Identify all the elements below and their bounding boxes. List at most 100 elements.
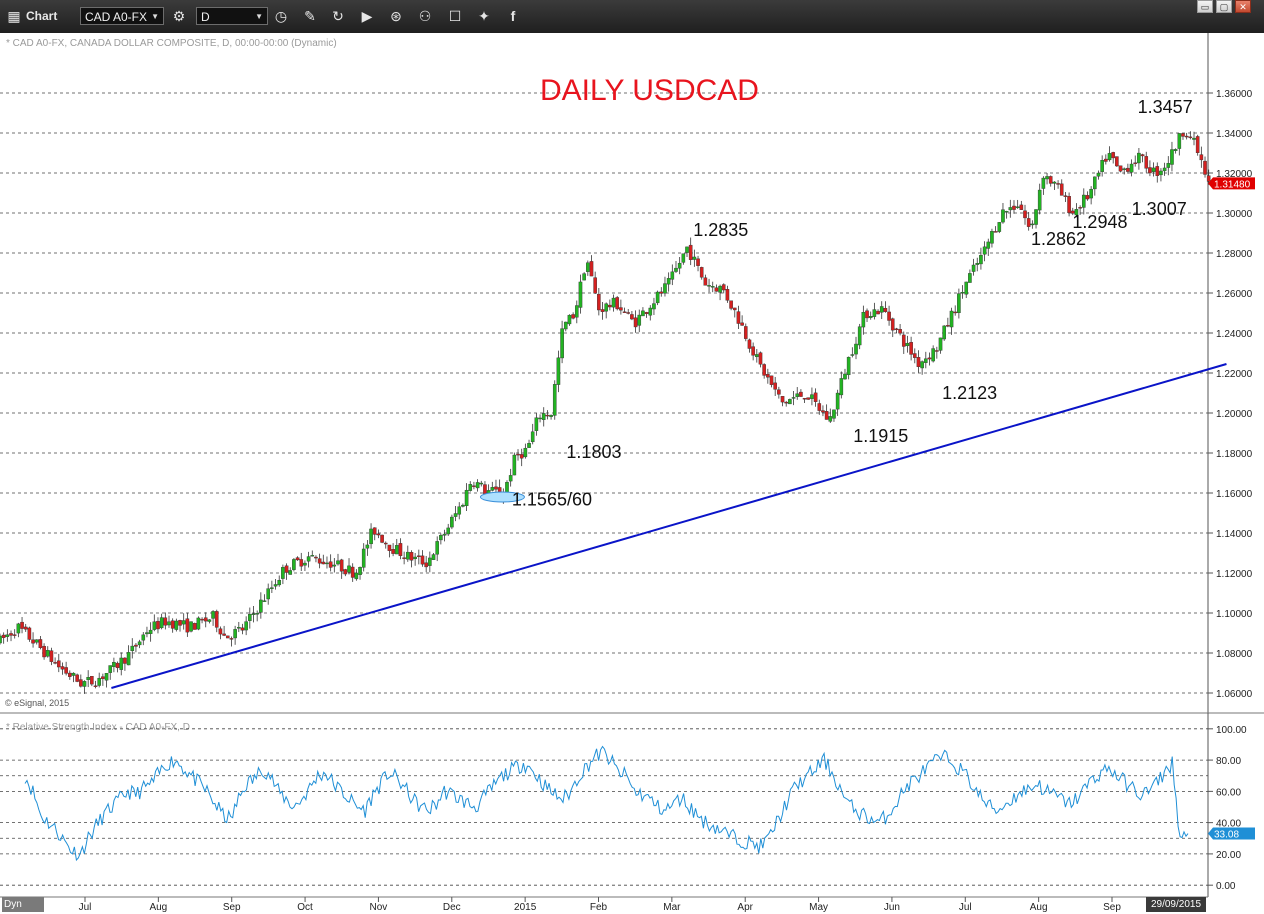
candle-up bbox=[560, 328, 564, 359]
candle-up bbox=[586, 262, 590, 272]
candle-up bbox=[810, 394, 814, 399]
x-tick-label: Jul bbox=[959, 902, 972, 913]
minimize-button[interactable]: ▭ bbox=[1197, 0, 1213, 13]
candle-down bbox=[714, 287, 719, 292]
chart-icon[interactable]: ▦ bbox=[7, 8, 21, 24]
candle-down bbox=[218, 628, 223, 635]
candle-down bbox=[93, 685, 98, 688]
twitter-icon[interactable]: ✦ bbox=[478, 8, 490, 24]
x-tick-label: 2015 bbox=[514, 902, 537, 913]
candle-down bbox=[328, 561, 333, 568]
candle-up bbox=[971, 264, 976, 272]
price-axis: 1.36000 1.34000 1.32000 1.30000 1.28000 1.260… bbox=[1208, 89, 1253, 700]
candle-up bbox=[82, 681, 87, 687]
candle-down bbox=[1144, 156, 1149, 169]
candle-up bbox=[237, 627, 241, 629]
candle-down bbox=[380, 534, 384, 543]
price-tick-label: 1.06000 bbox=[1216, 689, 1253, 700]
alert-icon[interactable]: ⊛ bbox=[390, 8, 402, 24]
candle-up bbox=[435, 541, 439, 555]
candle-up bbox=[233, 629, 237, 639]
candle-up bbox=[130, 645, 135, 652]
candle-up bbox=[997, 222, 1002, 232]
candle-up bbox=[681, 253, 686, 263]
candle-down bbox=[60, 666, 65, 670]
candle-down bbox=[1, 634, 6, 638]
candle-up bbox=[453, 513, 458, 517]
candle-up bbox=[413, 556, 417, 560]
clock-icon[interactable]: ◷ bbox=[274, 8, 288, 24]
candle-up bbox=[964, 281, 969, 295]
dyn-label[interactable]: Dyn bbox=[2, 897, 44, 912]
candle-up bbox=[34, 639, 39, 643]
candle-down bbox=[758, 352, 763, 365]
candle-down bbox=[1067, 196, 1071, 214]
price-tick-label: 1.32000 bbox=[1216, 169, 1253, 180]
candle-up bbox=[303, 562, 307, 566]
candle-up bbox=[1107, 153, 1112, 161]
candle-down bbox=[519, 454, 524, 459]
candle-down bbox=[49, 650, 54, 662]
link-icon[interactable]: ⚇ bbox=[418, 8, 432, 24]
candle-up bbox=[1137, 152, 1141, 164]
candle-up bbox=[332, 564, 337, 567]
candle-up bbox=[975, 263, 980, 265]
candle-down bbox=[383, 542, 388, 545]
candle-down bbox=[600, 309, 605, 312]
candle-down bbox=[483, 484, 487, 495]
candle-down bbox=[372, 527, 377, 535]
restore-button[interactable]: ▢ bbox=[1216, 0, 1232, 13]
candle-up bbox=[1041, 177, 1046, 189]
candle-down bbox=[31, 639, 35, 644]
candle-up bbox=[563, 321, 568, 330]
candle-down bbox=[1126, 167, 1130, 172]
candle-up bbox=[508, 475, 513, 482]
trendline bbox=[111, 363, 1227, 689]
comment-icon[interactable]: ☐ bbox=[448, 8, 462, 24]
candle-up bbox=[755, 354, 759, 358]
price-tick-label: 1.34000 bbox=[1216, 129, 1253, 140]
price-annotation: 1.2123 bbox=[942, 383, 997, 403]
candle-down bbox=[626, 312, 631, 314]
candle-up bbox=[461, 504, 465, 507]
candle-up bbox=[97, 677, 101, 686]
candle-up bbox=[578, 281, 583, 308]
candle-up bbox=[979, 255, 983, 265]
pencil-icon[interactable]: ✎ bbox=[304, 8, 316, 24]
candle-down bbox=[589, 261, 594, 277]
candle-down bbox=[909, 342, 913, 355]
price-tick-label: 1.30000 bbox=[1216, 209, 1253, 220]
candle-down bbox=[38, 639, 43, 649]
chart-header: * CAD A0-FX, CANADA DOLLAR COMPOSITE, D,… bbox=[6, 38, 337, 49]
candle-down bbox=[339, 559, 344, 572]
price-annotation: 1.1915 bbox=[853, 426, 908, 446]
chevron-down-icon: ▼ bbox=[255, 12, 263, 21]
candle-up bbox=[677, 262, 682, 269]
price-annotation: 1.2835 bbox=[693, 220, 748, 240]
refresh-icon[interactable]: ↻ bbox=[332, 8, 344, 24]
candle-up bbox=[710, 286, 715, 288]
candle-up bbox=[788, 399, 792, 405]
x-tick-label: Apr bbox=[737, 902, 753, 913]
candle-down bbox=[619, 307, 623, 311]
facebook-icon[interactable]: f bbox=[510, 8, 516, 24]
candle-down bbox=[894, 328, 899, 330]
candle-up bbox=[931, 348, 935, 362]
price-annotation: 1.1565/60 bbox=[512, 489, 592, 509]
symbol-input[interactable]: CAD A0-FX ▼ bbox=[80, 7, 164, 25]
close-button[interactable]: ✕ bbox=[1235, 0, 1251, 13]
candle-down bbox=[27, 627, 32, 640]
price-tick-label: 1.26000 bbox=[1216, 289, 1253, 300]
candle-up bbox=[960, 291, 965, 294]
candle-down bbox=[1148, 167, 1152, 174]
price-annotation: 1.1803 bbox=[566, 442, 621, 462]
play-icon[interactable]: ▶ bbox=[361, 8, 373, 24]
candle-up bbox=[112, 661, 116, 667]
candle-down bbox=[817, 403, 822, 411]
candle-down bbox=[90, 676, 94, 685]
candle-up bbox=[431, 554, 436, 560]
settings-icon[interactable]: ⚙ bbox=[172, 8, 186, 24]
price-tick-label: 1.16000 bbox=[1216, 489, 1253, 500]
price-tick-label: 1.20000 bbox=[1216, 409, 1253, 420]
interval-select[interactable]: D ▼ bbox=[196, 7, 268, 25]
